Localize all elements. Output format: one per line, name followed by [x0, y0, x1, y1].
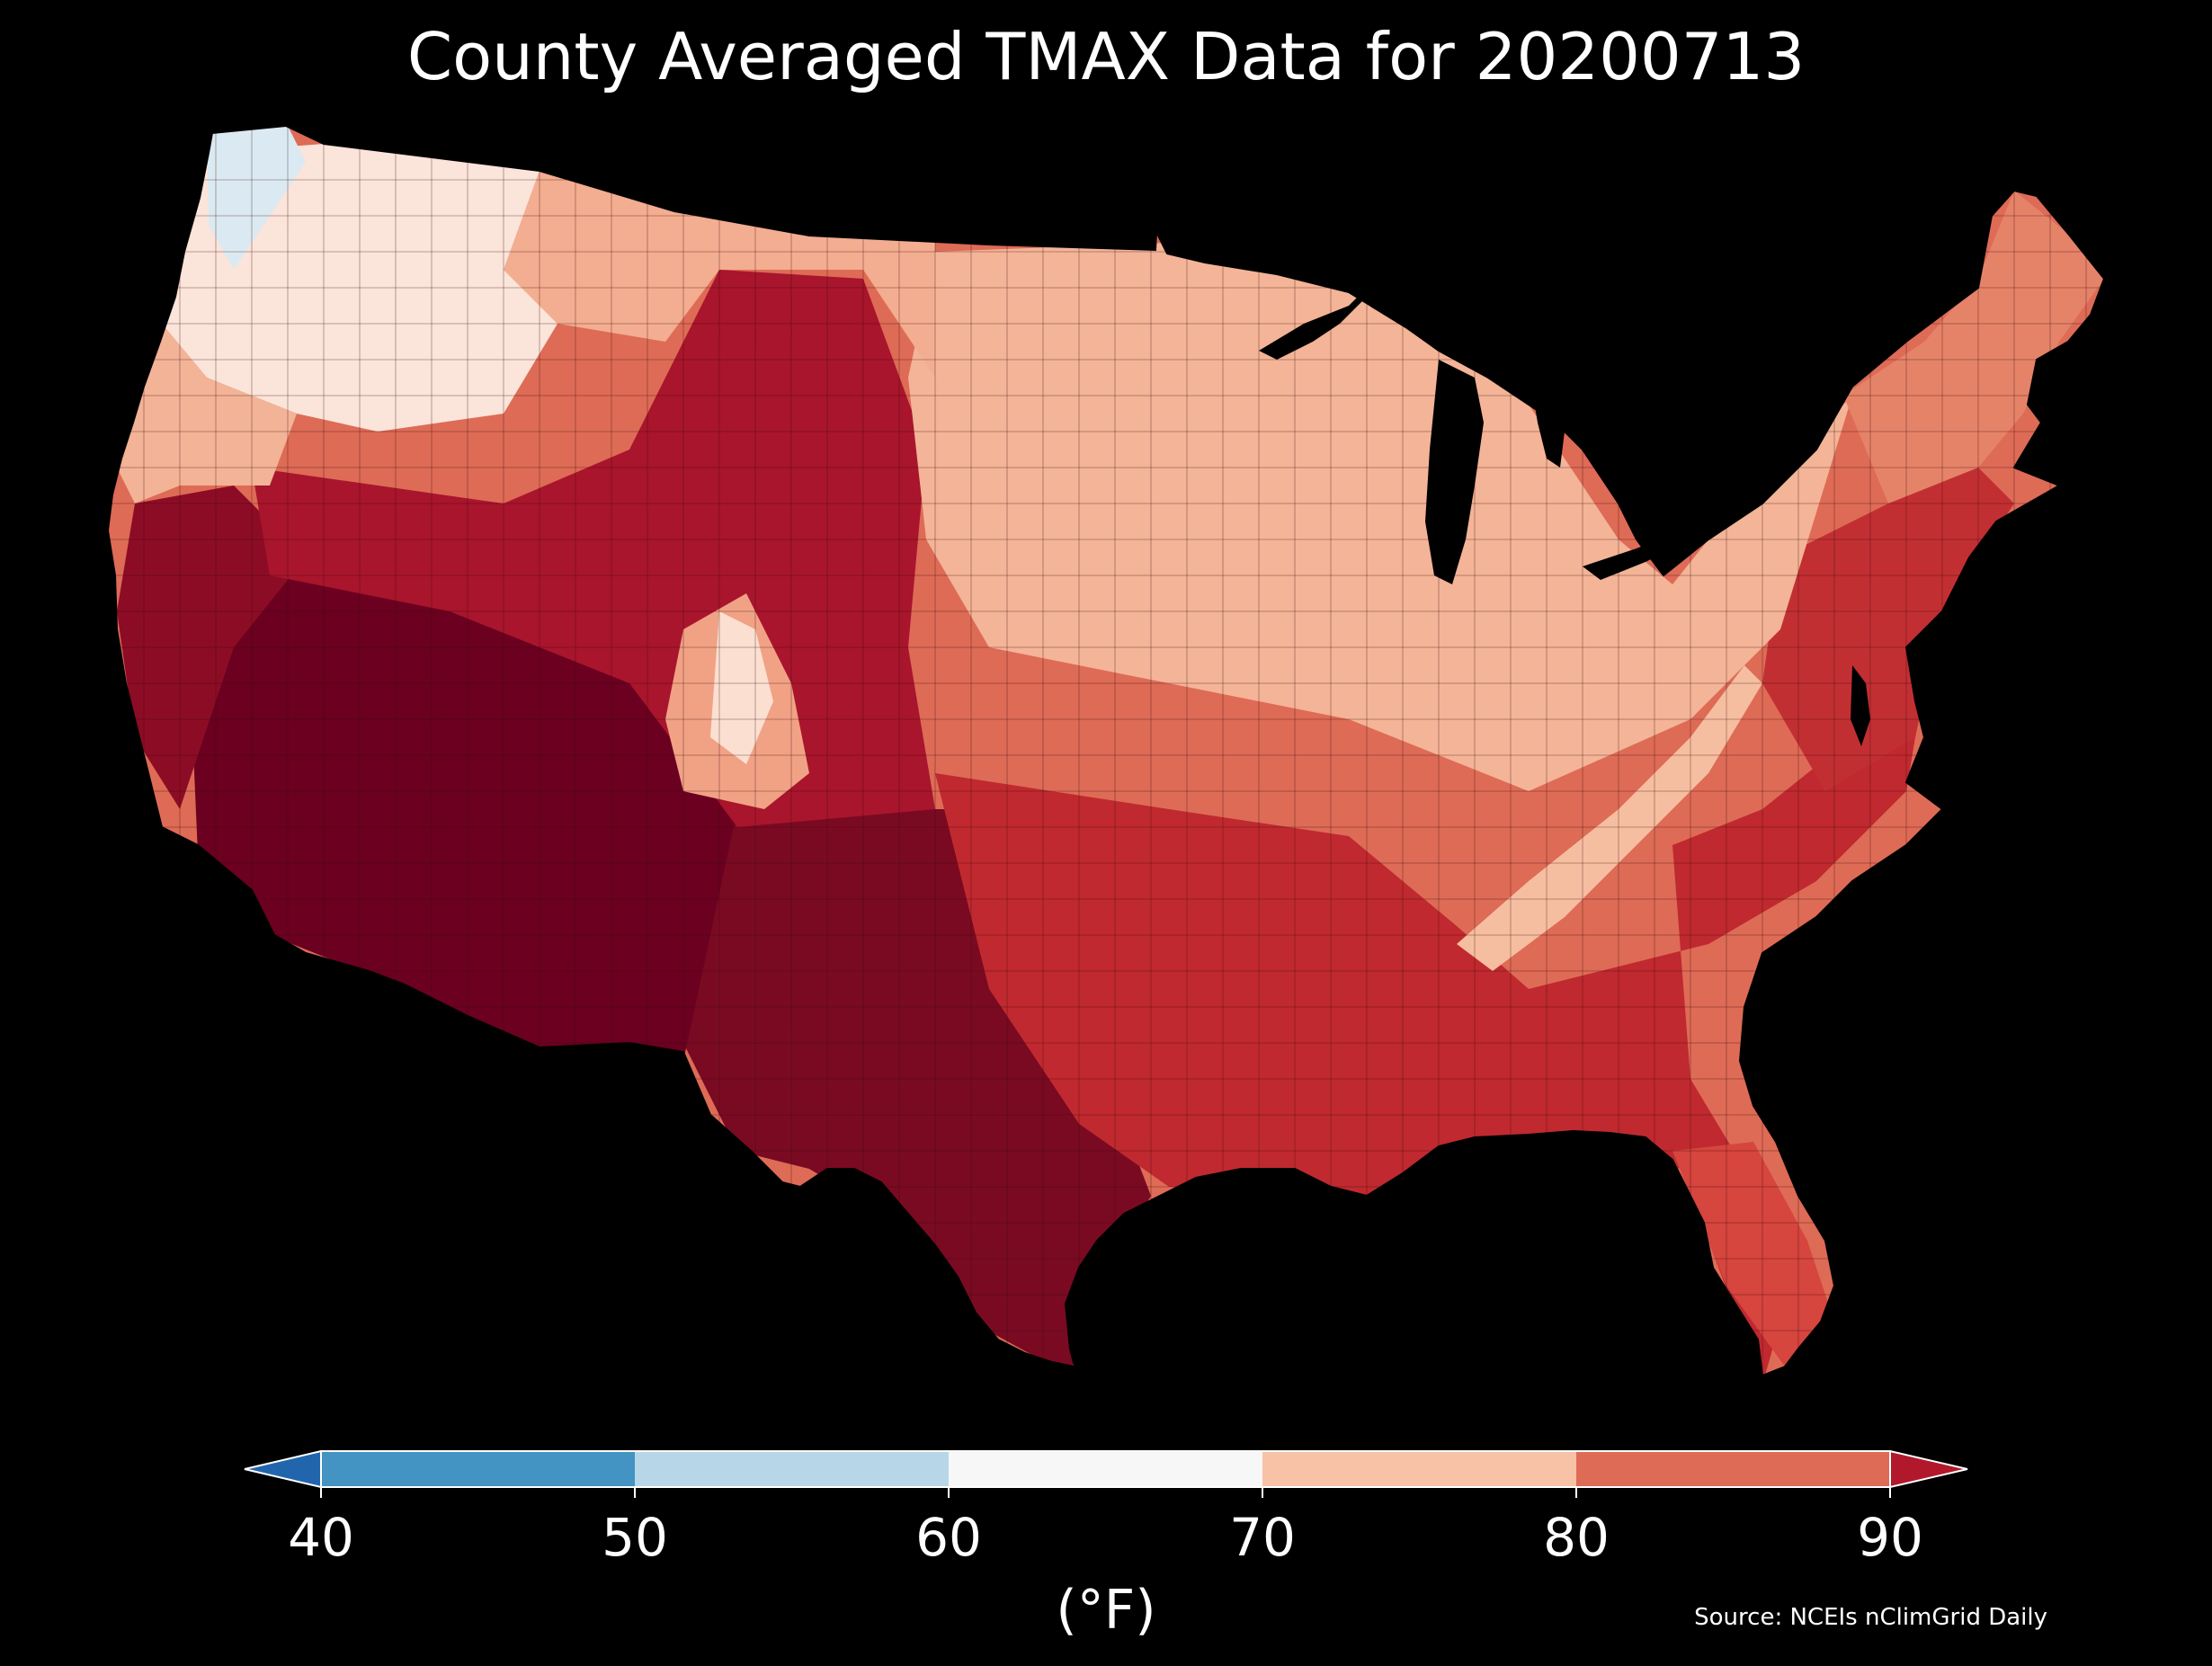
lake-superior — [1259, 279, 1376, 360]
region-florida — [1672, 1142, 1834, 1367]
chesapeake-bay — [1851, 665, 1870, 746]
region-mid-atlantic — [1762, 468, 2014, 791]
colorbar-tick-label: 80 — [1543, 1507, 1610, 1568]
region-appalachians — [1457, 665, 1762, 971]
region-desert-southwest — [189, 557, 737, 1061]
region-oregon-coast — [117, 324, 297, 503]
colorbar-units-label: (°F) — [1056, 1579, 1156, 1642]
region-california-central-valley — [117, 486, 306, 809]
colorbar-tick-label: 50 — [602, 1507, 668, 1568]
colorbar-tick-label: 60 — [915, 1507, 982, 1568]
region-pacific-northwest-coast — [207, 126, 306, 270]
region-colorado-high-peaks — [710, 611, 773, 764]
colorbar-tick-label: 90 — [1857, 1507, 1923, 1568]
lake-michigan — [1425, 360, 1484, 584]
region-new-england — [1843, 191, 2104, 503]
colorbar-tick-label: 40 — [288, 1507, 354, 1568]
region-northern-plains — [504, 171, 935, 378]
lake-erie — [1583, 530, 1690, 580]
region-southeast — [935, 683, 1924, 1376]
region-upper-midwest-great-lakes — [908, 243, 1852, 791]
colorbar-tick-label: 70 — [1229, 1507, 1296, 1568]
great-lakes — [1259, 279, 1870, 746]
map-title: County Averaged TMAX Data for 20200713 — [406, 19, 1806, 94]
lake-huron — [1529, 369, 1565, 468]
source-credit: Source: NCEIs nClimGrid Daily — [1694, 1604, 2047, 1631]
